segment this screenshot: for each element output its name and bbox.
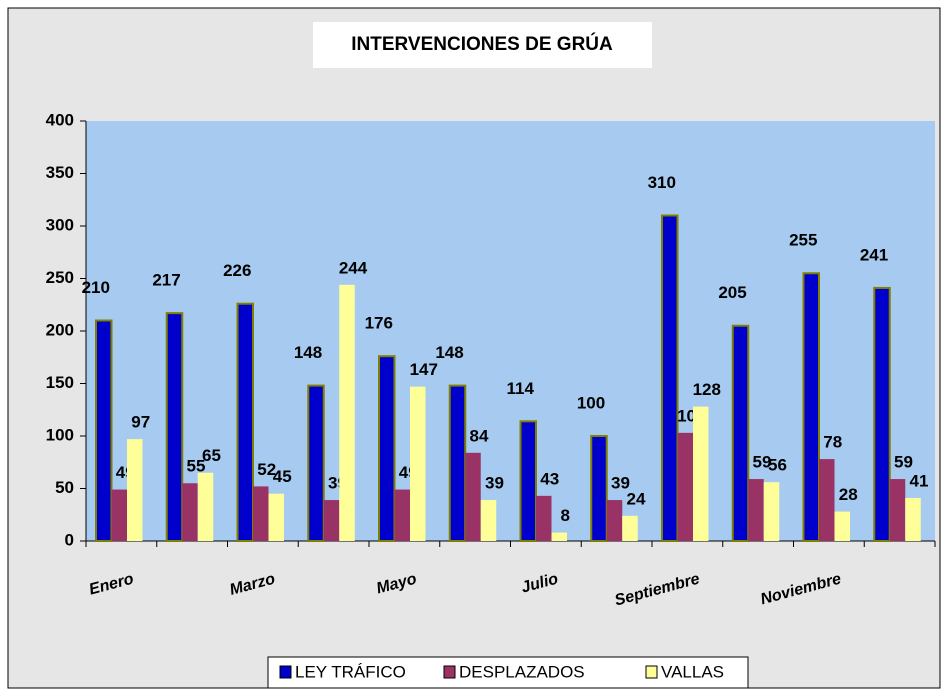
legend-swatch	[645, 665, 658, 679]
value-label: 226	[223, 261, 251, 280]
bar	[677, 432, 693, 541]
value-label: 55	[187, 457, 206, 476]
value-label: 100	[577, 393, 605, 412]
value-label: 56	[768, 456, 787, 475]
bar	[182, 483, 198, 541]
value-label: 217	[152, 271, 180, 290]
y-tick-label: 200	[46, 320, 74, 339]
bar	[905, 497, 921, 541]
bar	[394, 489, 410, 541]
bar	[889, 479, 906, 541]
bar	[536, 495, 552, 541]
bar	[236, 302, 254, 543]
title-box	[313, 22, 652, 68]
value-label: 8	[561, 506, 570, 525]
y-tick-label: 250	[46, 268, 74, 287]
value-label: 176	[365, 314, 393, 333]
y-tick-label: 150	[46, 373, 74, 392]
bar	[834, 511, 850, 541]
value-label: 65	[202, 446, 221, 465]
bar	[590, 435, 608, 542]
value-label: 78	[823, 433, 842, 452]
bar	[622, 515, 638, 541]
value-label: 210	[82, 278, 110, 297]
value-label: 39	[611, 474, 630, 493]
bar	[873, 286, 891, 543]
bar	[661, 214, 679, 542]
bar	[606, 500, 623, 541]
bar	[693, 406, 709, 541]
value-label: 24	[627, 489, 646, 508]
bar	[111, 489, 127, 541]
value-label: 241	[860, 245, 888, 264]
value-label: 147	[410, 360, 438, 379]
legend-box	[267, 656, 749, 689]
bar	[165, 312, 184, 542]
value-label: 59	[894, 453, 913, 472]
bar	[307, 384, 325, 542]
bar	[339, 284, 355, 541]
bar	[465, 452, 481, 541]
bar	[480, 500, 497, 541]
legend-swatch	[443, 665, 456, 679]
bar	[748, 479, 764, 541]
y-tick-label: 300	[46, 215, 74, 234]
value-label: 114	[507, 379, 535, 398]
bar	[197, 472, 214, 541]
legend-label: DESPLAZADOS	[459, 662, 585, 681]
bar	[95, 319, 113, 542]
bar	[253, 486, 269, 541]
value-label: 148	[435, 343, 463, 362]
value-label: 255	[789, 231, 817, 250]
value-label: 84	[470, 426, 489, 445]
y-tick-label: 350	[46, 163, 74, 182]
value-label: 45	[273, 467, 292, 486]
value-label: 39	[485, 474, 504, 493]
value-label: 97	[131, 413, 150, 432]
bar	[268, 493, 284, 541]
bar	[323, 500, 340, 541]
y-tick-label: 50	[55, 478, 74, 497]
bar	[819, 459, 835, 541]
legend-swatch	[279, 665, 292, 679]
value-label: 148	[294, 343, 322, 362]
plot-area	[86, 121, 935, 541]
legend-label: VALLAS	[661, 662, 724, 681]
y-tick-label: 0	[65, 530, 74, 549]
value-label: 43	[540, 469, 559, 488]
bar	[410, 386, 426, 541]
value-label: 28	[839, 485, 858, 504]
bar	[551, 532, 567, 541]
bar	[378, 355, 396, 543]
value-label: 310	[648, 173, 676, 192]
bar	[448, 384, 467, 542]
bar	[731, 324, 750, 542]
bar	[763, 482, 780, 541]
value-label: 59	[753, 453, 772, 472]
value-label: 128	[693, 380, 721, 399]
y-tick-label: 100	[46, 425, 74, 444]
y-tick-label: 400	[46, 110, 74, 129]
value-label: 41	[910, 471, 929, 490]
value-label: 205	[718, 283, 746, 302]
legend-label: LEY TRÁFICO	[295, 662, 406, 681]
bar	[802, 272, 820, 542]
value-label: 52	[257, 460, 276, 479]
bar	[519, 420, 537, 542]
bar	[127, 439, 143, 541]
value-label: 244	[339, 258, 368, 277]
chart-title: INTERVENCIONES DE GRÚA	[351, 33, 613, 55]
